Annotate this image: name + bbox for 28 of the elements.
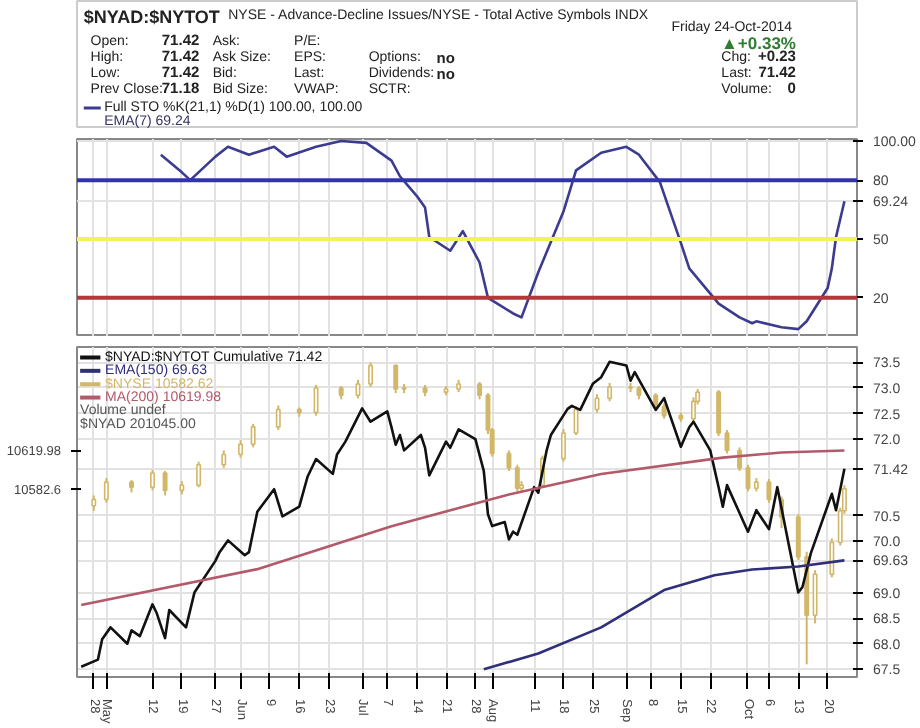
- line-series: [79, 360, 846, 669]
- candlestick: [690, 396, 696, 423]
- candlestick: [275, 404, 281, 431]
- candlestick: [506, 449, 512, 472]
- candlestick: [607, 381, 613, 403]
- candlestick: [716, 389, 722, 438]
- line-series: [79, 449, 846, 607]
- candlestick: [795, 512, 801, 561]
- candlestick: [368, 361, 374, 389]
- text: ▲+0.33%: [721, 33, 797, 53]
- candlestick: [103, 477, 109, 504]
- candlestick: [514, 463, 520, 493]
- candlestick: [829, 537, 835, 579]
- candlestick: [313, 383, 319, 417]
- text: $NYAD:$NYTOT: [83, 7, 221, 27]
- candlestick: [250, 422, 256, 449]
- candlestick: [393, 363, 399, 395]
- line-series: [159, 139, 846, 331]
- candlestick: [745, 463, 751, 493]
- candlestick: [355, 378, 361, 400]
- candlestick: [150, 468, 155, 492]
- candlestick: [812, 569, 818, 625]
- candlestick: [162, 469, 168, 497]
- candlestick: [766, 478, 772, 504]
- candlestick: [573, 405, 579, 437]
- candlestick: [196, 460, 202, 489]
- candlestick: [560, 427, 566, 463]
- line-series: [482, 559, 846, 671]
